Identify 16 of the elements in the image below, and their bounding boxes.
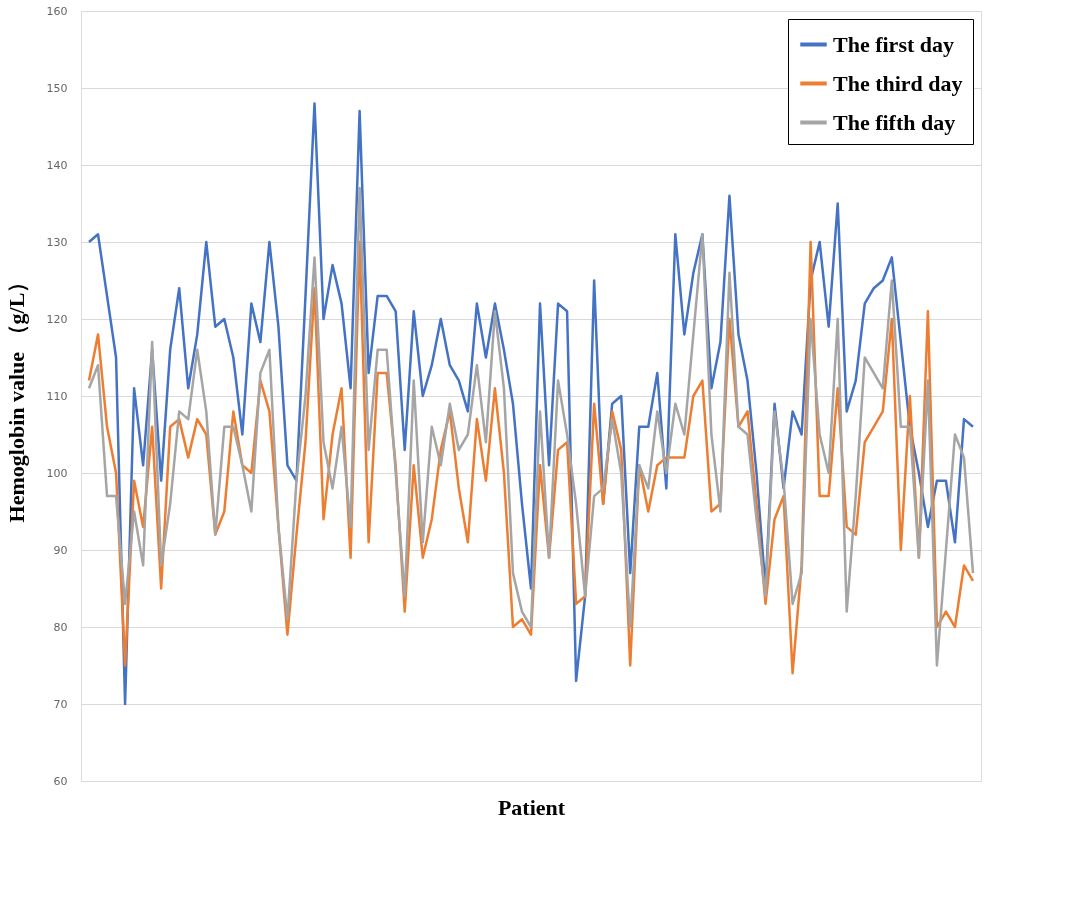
y-tick-label: 160 xyxy=(46,4,68,18)
y-tick-label: 110 xyxy=(46,389,68,403)
y-tick-label: 80 xyxy=(53,620,68,634)
y-tick-label: 90 xyxy=(53,543,68,557)
legend-label: The third day xyxy=(833,70,963,96)
legend-label: The first day xyxy=(833,31,954,57)
legend-label: The fifth day xyxy=(833,109,956,135)
y-tick-label: 70 xyxy=(53,697,68,711)
y-tick-label: 120 xyxy=(46,312,68,326)
y-axis-title: Hemoglobin value （g/L） xyxy=(3,270,29,523)
y-tick-label: 140 xyxy=(46,158,68,172)
y-tick-label: 100 xyxy=(46,466,68,480)
y-tick-label: 150 xyxy=(46,81,68,95)
y-tick-label: 60 xyxy=(53,774,68,788)
y-tick-label: 130 xyxy=(46,235,68,249)
x-axis-title: Patient xyxy=(497,794,566,820)
